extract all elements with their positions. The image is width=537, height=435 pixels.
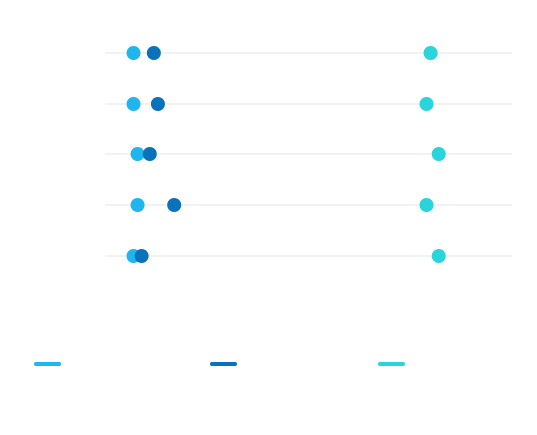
legend-item-series-2[interactable]: [210, 356, 243, 372]
point-series-3-row-3[interactable]: [431, 147, 446, 161]
point-series-2-row-4[interactable]: [167, 198, 182, 212]
point-series-2-row-2[interactable]: [150, 97, 165, 111]
point-series-3-row-5[interactable]: [431, 249, 446, 263]
legend-swatch-series-2: [210, 362, 237, 366]
point-series-3-row-2[interactable]: [419, 97, 434, 111]
point-series-3-row-1[interactable]: [423, 46, 438, 60]
gridlines: [105, 52, 512, 257]
point-series-1-row-3[interactable]: [130, 147, 145, 161]
point-series-2-row-5[interactable]: [134, 249, 149, 263]
data-points: [126, 46, 446, 263]
point-series-2-row-1[interactable]: [146, 46, 161, 60]
legend: [0, 356, 537, 372]
legend-item-series-1[interactable]: [34, 356, 67, 372]
legend-swatch-series-3: [378, 362, 405, 366]
point-series-3-row-4[interactable]: [419, 198, 434, 212]
legend-swatch-series-1: [34, 362, 61, 366]
point-series-2-row-3[interactable]: [142, 147, 157, 161]
legend-item-series-3[interactable]: [378, 356, 411, 372]
point-series-1-row-4[interactable]: [130, 198, 145, 212]
point-series-1-row-1[interactable]: [126, 46, 141, 60]
point-series-1-row-2[interactable]: [126, 97, 141, 111]
